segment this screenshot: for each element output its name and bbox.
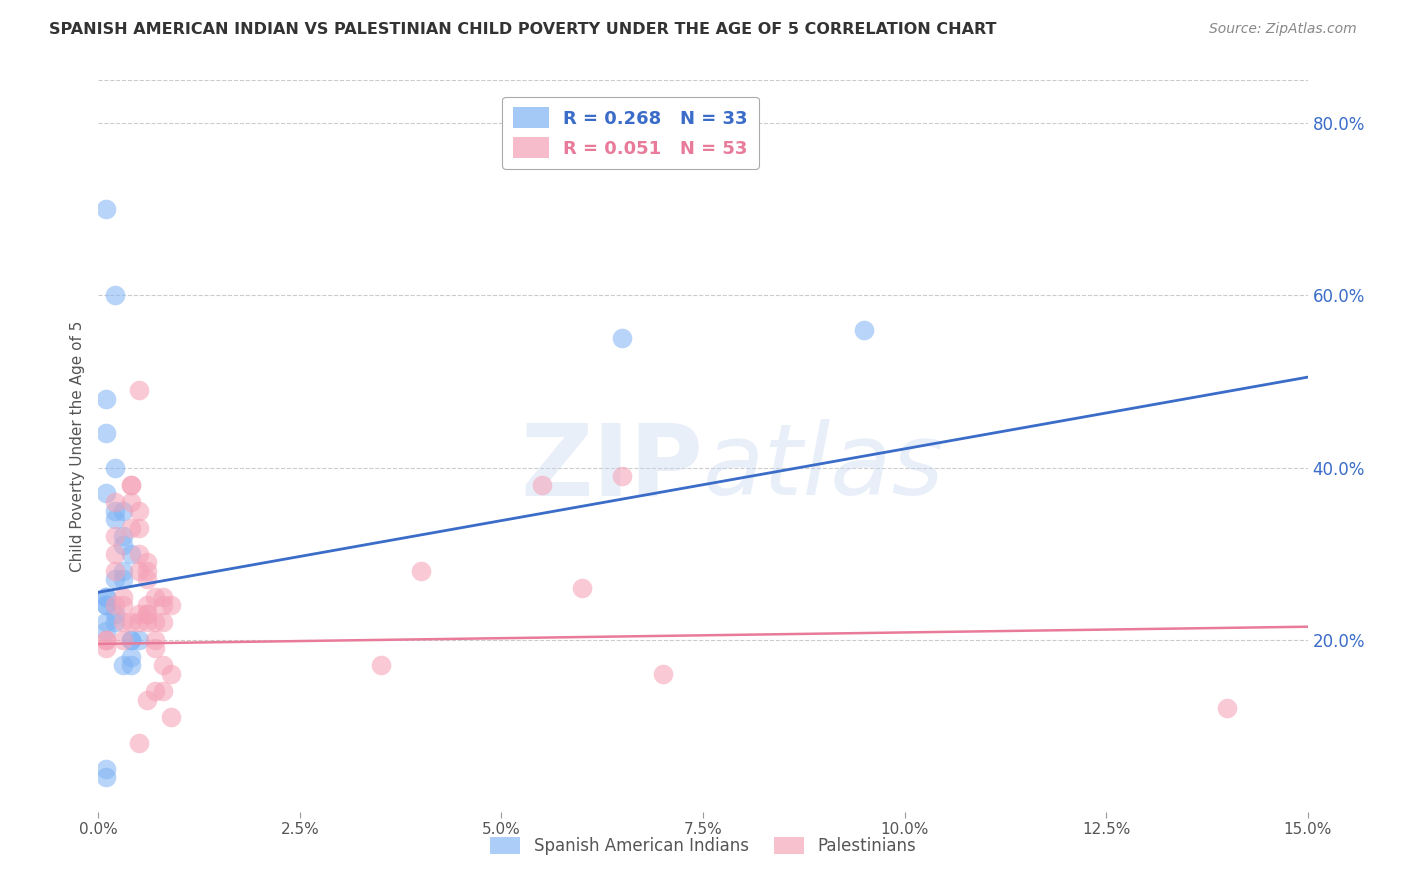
Point bbox=[120, 477, 142, 491]
Point bbox=[128, 383, 150, 397]
Point bbox=[111, 538, 134, 552]
Point bbox=[152, 590, 174, 604]
Point bbox=[120, 547, 142, 561]
Point bbox=[96, 590, 118, 604]
Point bbox=[135, 607, 157, 621]
Point bbox=[111, 590, 134, 604]
Point bbox=[128, 564, 150, 578]
Point bbox=[111, 564, 134, 578]
Point bbox=[111, 503, 134, 517]
Point bbox=[103, 598, 125, 612]
Point bbox=[160, 710, 183, 724]
Point bbox=[111, 529, 134, 543]
Point bbox=[120, 632, 142, 647]
Point bbox=[120, 521, 142, 535]
Point bbox=[143, 615, 166, 630]
Point bbox=[135, 555, 157, 569]
Point bbox=[612, 469, 634, 483]
Point bbox=[143, 632, 166, 647]
Point bbox=[128, 521, 150, 535]
Point bbox=[103, 495, 125, 509]
Point bbox=[103, 460, 125, 475]
Point bbox=[120, 477, 142, 491]
Point bbox=[103, 615, 125, 630]
Point bbox=[111, 658, 134, 673]
Point bbox=[103, 503, 125, 517]
Point bbox=[135, 693, 157, 707]
Point bbox=[128, 503, 150, 517]
Text: SPANISH AMERICAN INDIAN VS PALESTINIAN CHILD POVERTY UNDER THE AGE OF 5 CORRELAT: SPANISH AMERICAN INDIAN VS PALESTINIAN C… bbox=[49, 22, 997, 37]
Text: atlas: atlas bbox=[703, 419, 945, 516]
Point bbox=[111, 632, 134, 647]
Point bbox=[96, 202, 118, 217]
Point bbox=[135, 564, 157, 578]
Point bbox=[152, 598, 174, 612]
Point bbox=[1216, 701, 1239, 715]
Point bbox=[128, 632, 150, 647]
Point bbox=[96, 632, 118, 647]
Point bbox=[143, 641, 166, 656]
Point bbox=[96, 632, 118, 647]
Point bbox=[120, 658, 142, 673]
Point bbox=[96, 598, 118, 612]
Point bbox=[135, 615, 157, 630]
Point bbox=[651, 667, 673, 681]
Point bbox=[143, 590, 166, 604]
Point bbox=[96, 641, 118, 656]
Text: ZIP: ZIP bbox=[520, 419, 703, 516]
Point bbox=[111, 615, 134, 630]
Y-axis label: Child Poverty Under the Age of 5: Child Poverty Under the Age of 5 bbox=[69, 320, 84, 572]
Point bbox=[128, 607, 150, 621]
Point bbox=[96, 770, 118, 784]
Point bbox=[103, 512, 125, 526]
Point bbox=[409, 564, 432, 578]
Point bbox=[96, 590, 118, 604]
Point bbox=[103, 564, 125, 578]
Point bbox=[571, 581, 593, 595]
Point bbox=[96, 762, 118, 776]
Point bbox=[120, 495, 142, 509]
Point bbox=[160, 598, 183, 612]
Point bbox=[128, 615, 150, 630]
Point bbox=[128, 736, 150, 750]
Point bbox=[370, 658, 392, 673]
Point bbox=[103, 573, 125, 587]
Point bbox=[96, 426, 118, 441]
Point bbox=[143, 684, 166, 698]
Point bbox=[152, 615, 174, 630]
Point bbox=[152, 658, 174, 673]
Point bbox=[853, 323, 876, 337]
Legend: Spanish American Indians, Palestinians: Spanish American Indians, Palestinians bbox=[484, 830, 922, 862]
Point bbox=[120, 632, 142, 647]
Point bbox=[96, 624, 118, 638]
Point bbox=[120, 615, 142, 630]
Point bbox=[103, 607, 125, 621]
Point bbox=[96, 598, 118, 612]
Point bbox=[152, 684, 174, 698]
Point bbox=[103, 529, 125, 543]
Point bbox=[128, 547, 150, 561]
Point bbox=[120, 649, 142, 664]
Point bbox=[135, 598, 157, 612]
Point bbox=[96, 392, 118, 406]
Point bbox=[530, 477, 553, 491]
Point bbox=[612, 331, 634, 345]
Text: Source: ZipAtlas.com: Source: ZipAtlas.com bbox=[1209, 22, 1357, 37]
Point bbox=[160, 667, 183, 681]
Point bbox=[135, 607, 157, 621]
Point bbox=[96, 486, 118, 500]
Point bbox=[96, 615, 118, 630]
Point bbox=[111, 598, 134, 612]
Point bbox=[103, 288, 125, 302]
Point bbox=[135, 573, 157, 587]
Point bbox=[111, 573, 134, 587]
Point bbox=[103, 547, 125, 561]
